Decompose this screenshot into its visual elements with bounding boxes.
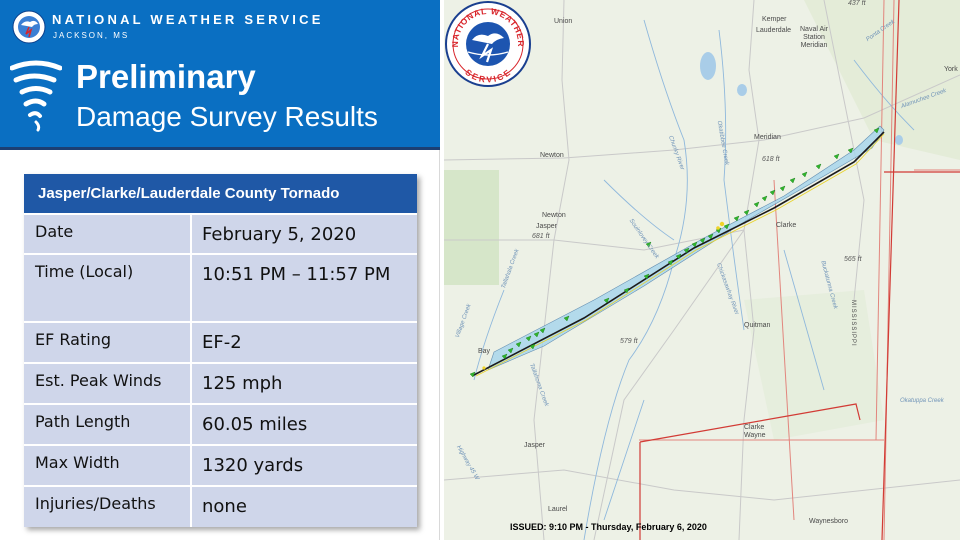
table-row: Est. Peak Winds 125 mph: [24, 362, 417, 404]
office-name: JACKSON, MS: [53, 31, 130, 40]
elevation-label: 618 ft: [762, 156, 780, 163]
damage-points-ef2: [482, 221, 725, 370]
place-label: Waynesboro: [809, 518, 849, 525]
row-value-injuries: none: [191, 485, 417, 527]
row-value-time: 10:51 PM – 11:57 PM: [191, 253, 417, 322]
river-label: Okatuppa Creek: [900, 398, 944, 404]
place-label: Laurel: [548, 506, 568, 513]
title-preliminary: Preliminary: [76, 58, 256, 95]
place-label: Clarke: [776, 222, 797, 229]
tornado-icon: [10, 60, 62, 132]
place-label: Lauderdale: [756, 27, 792, 34]
row-label-peak-winds: Est. Peak Winds: [24, 362, 192, 404]
survey-panel: Jasper/Clarke/Lauderdale County Tornado …: [0, 150, 440, 540]
map-base-layer: [444, 0, 960, 540]
table-title: Jasper/Clarke/Lauderdale County Tornado: [24, 174, 417, 215]
damage-points: [469, 127, 880, 378]
table-row: EF Rating EF-2: [24, 321, 417, 363]
row-value-ef-rating: EF-2: [191, 321, 417, 363]
nws-seal-icon: NATIONAL WEATHER SERVICE: [445, 1, 531, 87]
forest-patch: [804, 0, 960, 160]
table-row: Time (Local) 10:51 PM – 11:57 PM: [24, 253, 417, 322]
state-border: [881, 0, 900, 540]
nws-logo-icon: [12, 10, 46, 44]
header-banner: NATIONAL WEATHER SERVICE JACKSON, MS Pre…: [0, 0, 440, 150]
elevation-label: 579 ft: [620, 338, 638, 345]
row-value-path-length: 60.05 miles: [191, 403, 417, 445]
lake: [700, 52, 716, 80]
place-label: Newton: [540, 152, 564, 159]
place-label: Quitman: [744, 322, 771, 329]
place-label: MISSISSIPPI: [850, 300, 856, 347]
elevation-label: 565 ft: [844, 256, 862, 263]
county-borders: [639, 0, 960, 540]
table-row: Max Width 1320 yards: [24, 444, 417, 486]
elevation-label: 437 ft: [848, 0, 866, 7]
table-row: Date February 5, 2020: [24, 213, 417, 254]
row-label-date: Date: [24, 213, 192, 254]
elevation-label: 681 ft: [532, 233, 550, 240]
rivers: [473, 19, 915, 540]
org-name: NATIONAL WEATHER SERVICE: [52, 12, 324, 27]
row-label-injuries: Injuries/Deaths: [24, 485, 192, 527]
survey-table: Jasper/Clarke/Lauderdale County Tornado …: [24, 174, 417, 527]
damage-track-map[interactable]: Union Kemper Lauderdale Naval Air Statio…: [444, 0, 960, 540]
place-label: Newton: [542, 212, 566, 219]
place-label: Union: [554, 18, 573, 25]
tornado-track-line: [471, 131, 885, 377]
place-label: Naval Air Station Meridian: [800, 26, 829, 49]
row-label-time: Time (Local): [24, 253, 192, 322]
table-row: Path Length 60.05 miles: [24, 403, 417, 445]
row-label-max-width: Max Width: [24, 444, 192, 486]
row-value-date: February 5, 2020: [191, 213, 417, 254]
place-label: Jasper: [524, 442, 546, 449]
row-label-path-length: Path Length: [24, 403, 192, 445]
title-damage-survey: Damage Survey Results: [76, 101, 378, 132]
row-label-ef-rating: EF Rating: [24, 321, 192, 363]
forest-patch: [744, 290, 884, 440]
place-label: Jasper: [536, 223, 558, 230]
issued-timestamp: ISSUED: 9:10 PM - Thursday, February 6, …: [510, 522, 707, 532]
county-border-line: [639, 403, 861, 443]
lake: [895, 135, 903, 145]
place-label: Kemper: [762, 16, 787, 23]
place-label: Bay: [478, 348, 491, 355]
table-row: Injuries/Deaths none: [24, 485, 417, 527]
place-label: York: [944, 66, 958, 73]
place-label: Clarke Wayne: [744, 424, 766, 439]
forest-patch: [444, 170, 499, 285]
place-label: Meridian: [754, 134, 781, 141]
row-value-peak-winds: 125 mph: [191, 362, 417, 404]
lake: [737, 84, 747, 96]
roads: [444, 0, 960, 540]
tornado-track-highlight: [475, 133, 885, 377]
row-value-max-width: 1320 yards: [191, 444, 417, 486]
